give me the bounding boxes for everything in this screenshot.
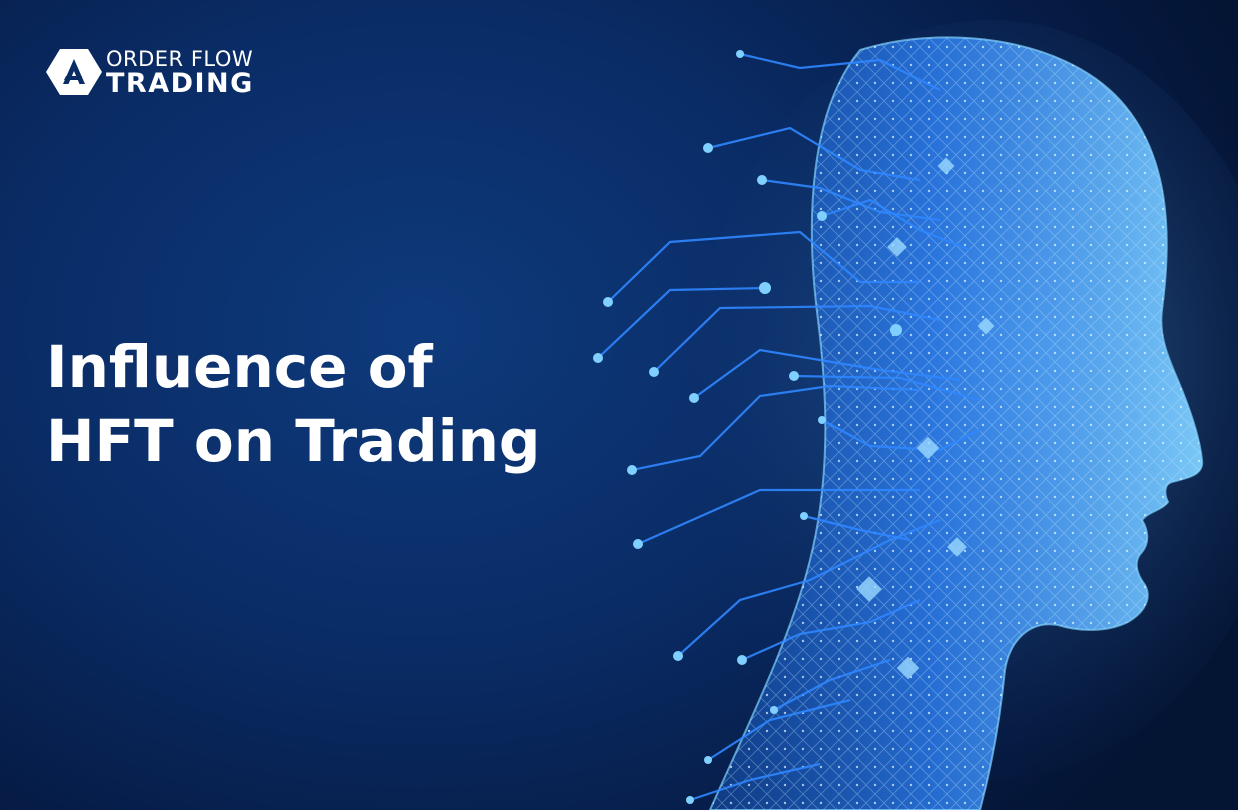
headline-line-2: HFT on Trading — [46, 407, 541, 475]
brand-line-2: TRADING — [106, 68, 254, 99]
ai-circuit-head-icon — [593, 20, 1238, 810]
hexagon-a-logo-icon — [46, 49, 102, 95]
brand-logo[interactable]: ORDER FLOW TRADING — [46, 45, 286, 100]
headline: Influence of HFT on Trading — [46, 330, 540, 478]
brand-line-1: ORDER FLOW — [106, 47, 254, 71]
headline-line-1: Influence of — [46, 333, 433, 401]
